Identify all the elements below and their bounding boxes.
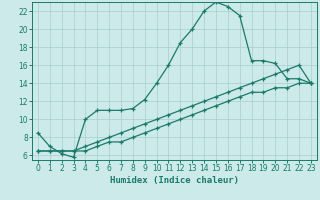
X-axis label: Humidex (Indice chaleur): Humidex (Indice chaleur)	[110, 176, 239, 185]
